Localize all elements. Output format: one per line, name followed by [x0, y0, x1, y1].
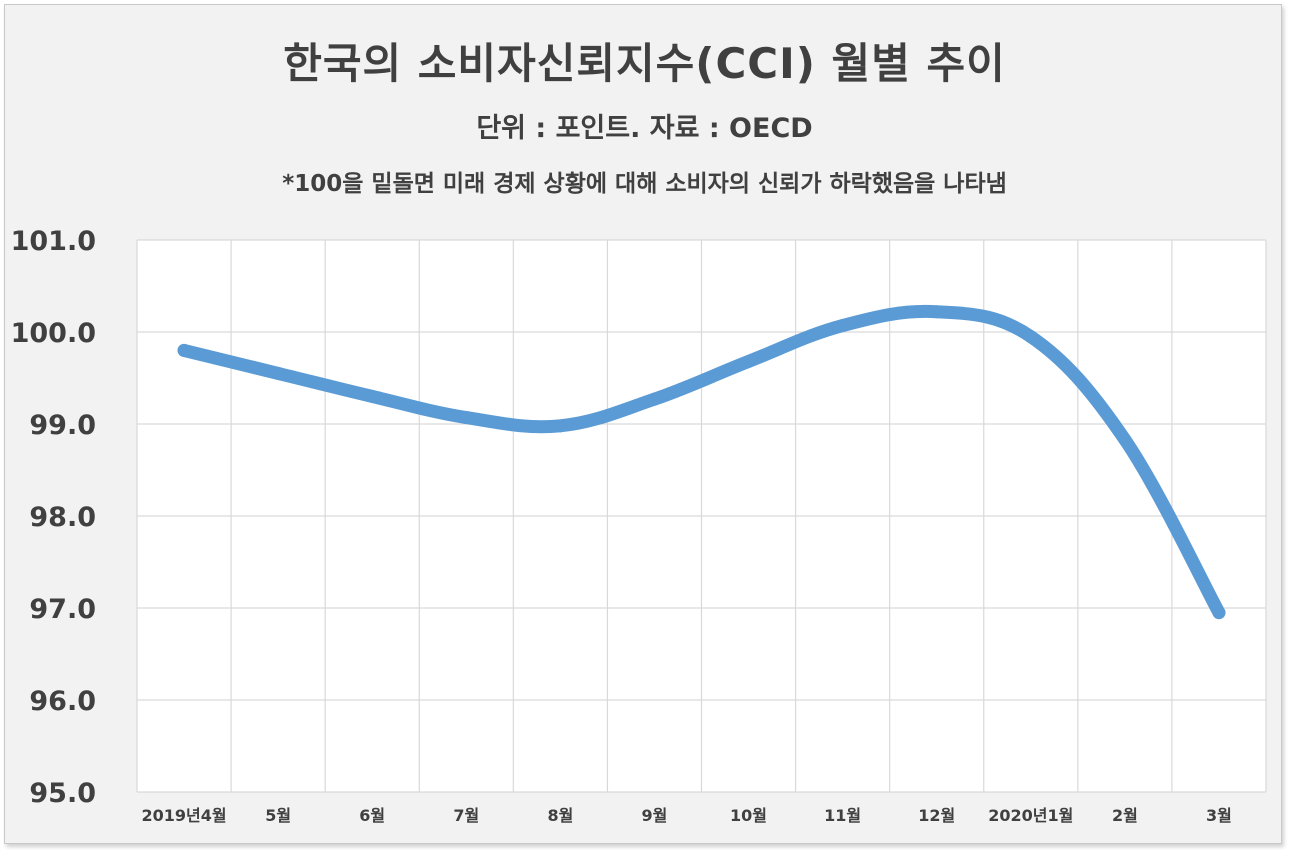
x-tick-label: 2020년1월 — [988, 806, 1073, 825]
data-point — [1212, 606, 1225, 619]
y-axis-labels: 95.0 96.0 97.0 98.0 99.0 100.0 101.0 — [11, 226, 96, 809]
data-point — [1024, 330, 1037, 343]
y-tick-label: 96.0 — [29, 686, 96, 717]
y-tick-label: 95.0 — [29, 778, 96, 809]
data-point — [742, 355, 755, 368]
x-tick-label: 3월 — [1206, 806, 1232, 825]
y-tick-label: 100.0 — [11, 318, 96, 349]
gridlines — [137, 240, 1266, 792]
data-point — [930, 305, 943, 318]
data-point — [1118, 433, 1131, 446]
x-tick-label: 9월 — [642, 806, 668, 825]
data-point — [272, 367, 285, 380]
data-point — [648, 393, 661, 406]
x-tick-label: 7월 — [453, 806, 479, 825]
x-axis-labels: 2019년4월 5월 6월 7월 8월 9월 10월 11월 12월 2020년1월 2월 3월 — [141, 806, 1231, 825]
data-point — [460, 411, 473, 424]
data-point — [366, 390, 379, 403]
x-tick-label: 2019년4월 — [141, 806, 226, 825]
y-tick-label: 98.0 — [29, 502, 96, 533]
x-tick-label: 12월 — [918, 806, 955, 825]
x-tick-label: 11월 — [824, 806, 861, 825]
y-tick-label: 99.0 — [29, 410, 96, 441]
x-tick-label: 10월 — [730, 806, 767, 825]
data-point — [178, 344, 191, 357]
data-point — [554, 419, 567, 432]
y-tick-label: 101.0 — [11, 226, 96, 257]
x-tick-label: 8월 — [547, 806, 573, 825]
x-tick-label: 5월 — [265, 806, 291, 825]
y-tick-label: 97.0 — [29, 594, 96, 625]
x-tick-label: 6월 — [359, 806, 385, 825]
data-point — [836, 319, 849, 332]
x-tick-label: 2월 — [1112, 806, 1138, 825]
